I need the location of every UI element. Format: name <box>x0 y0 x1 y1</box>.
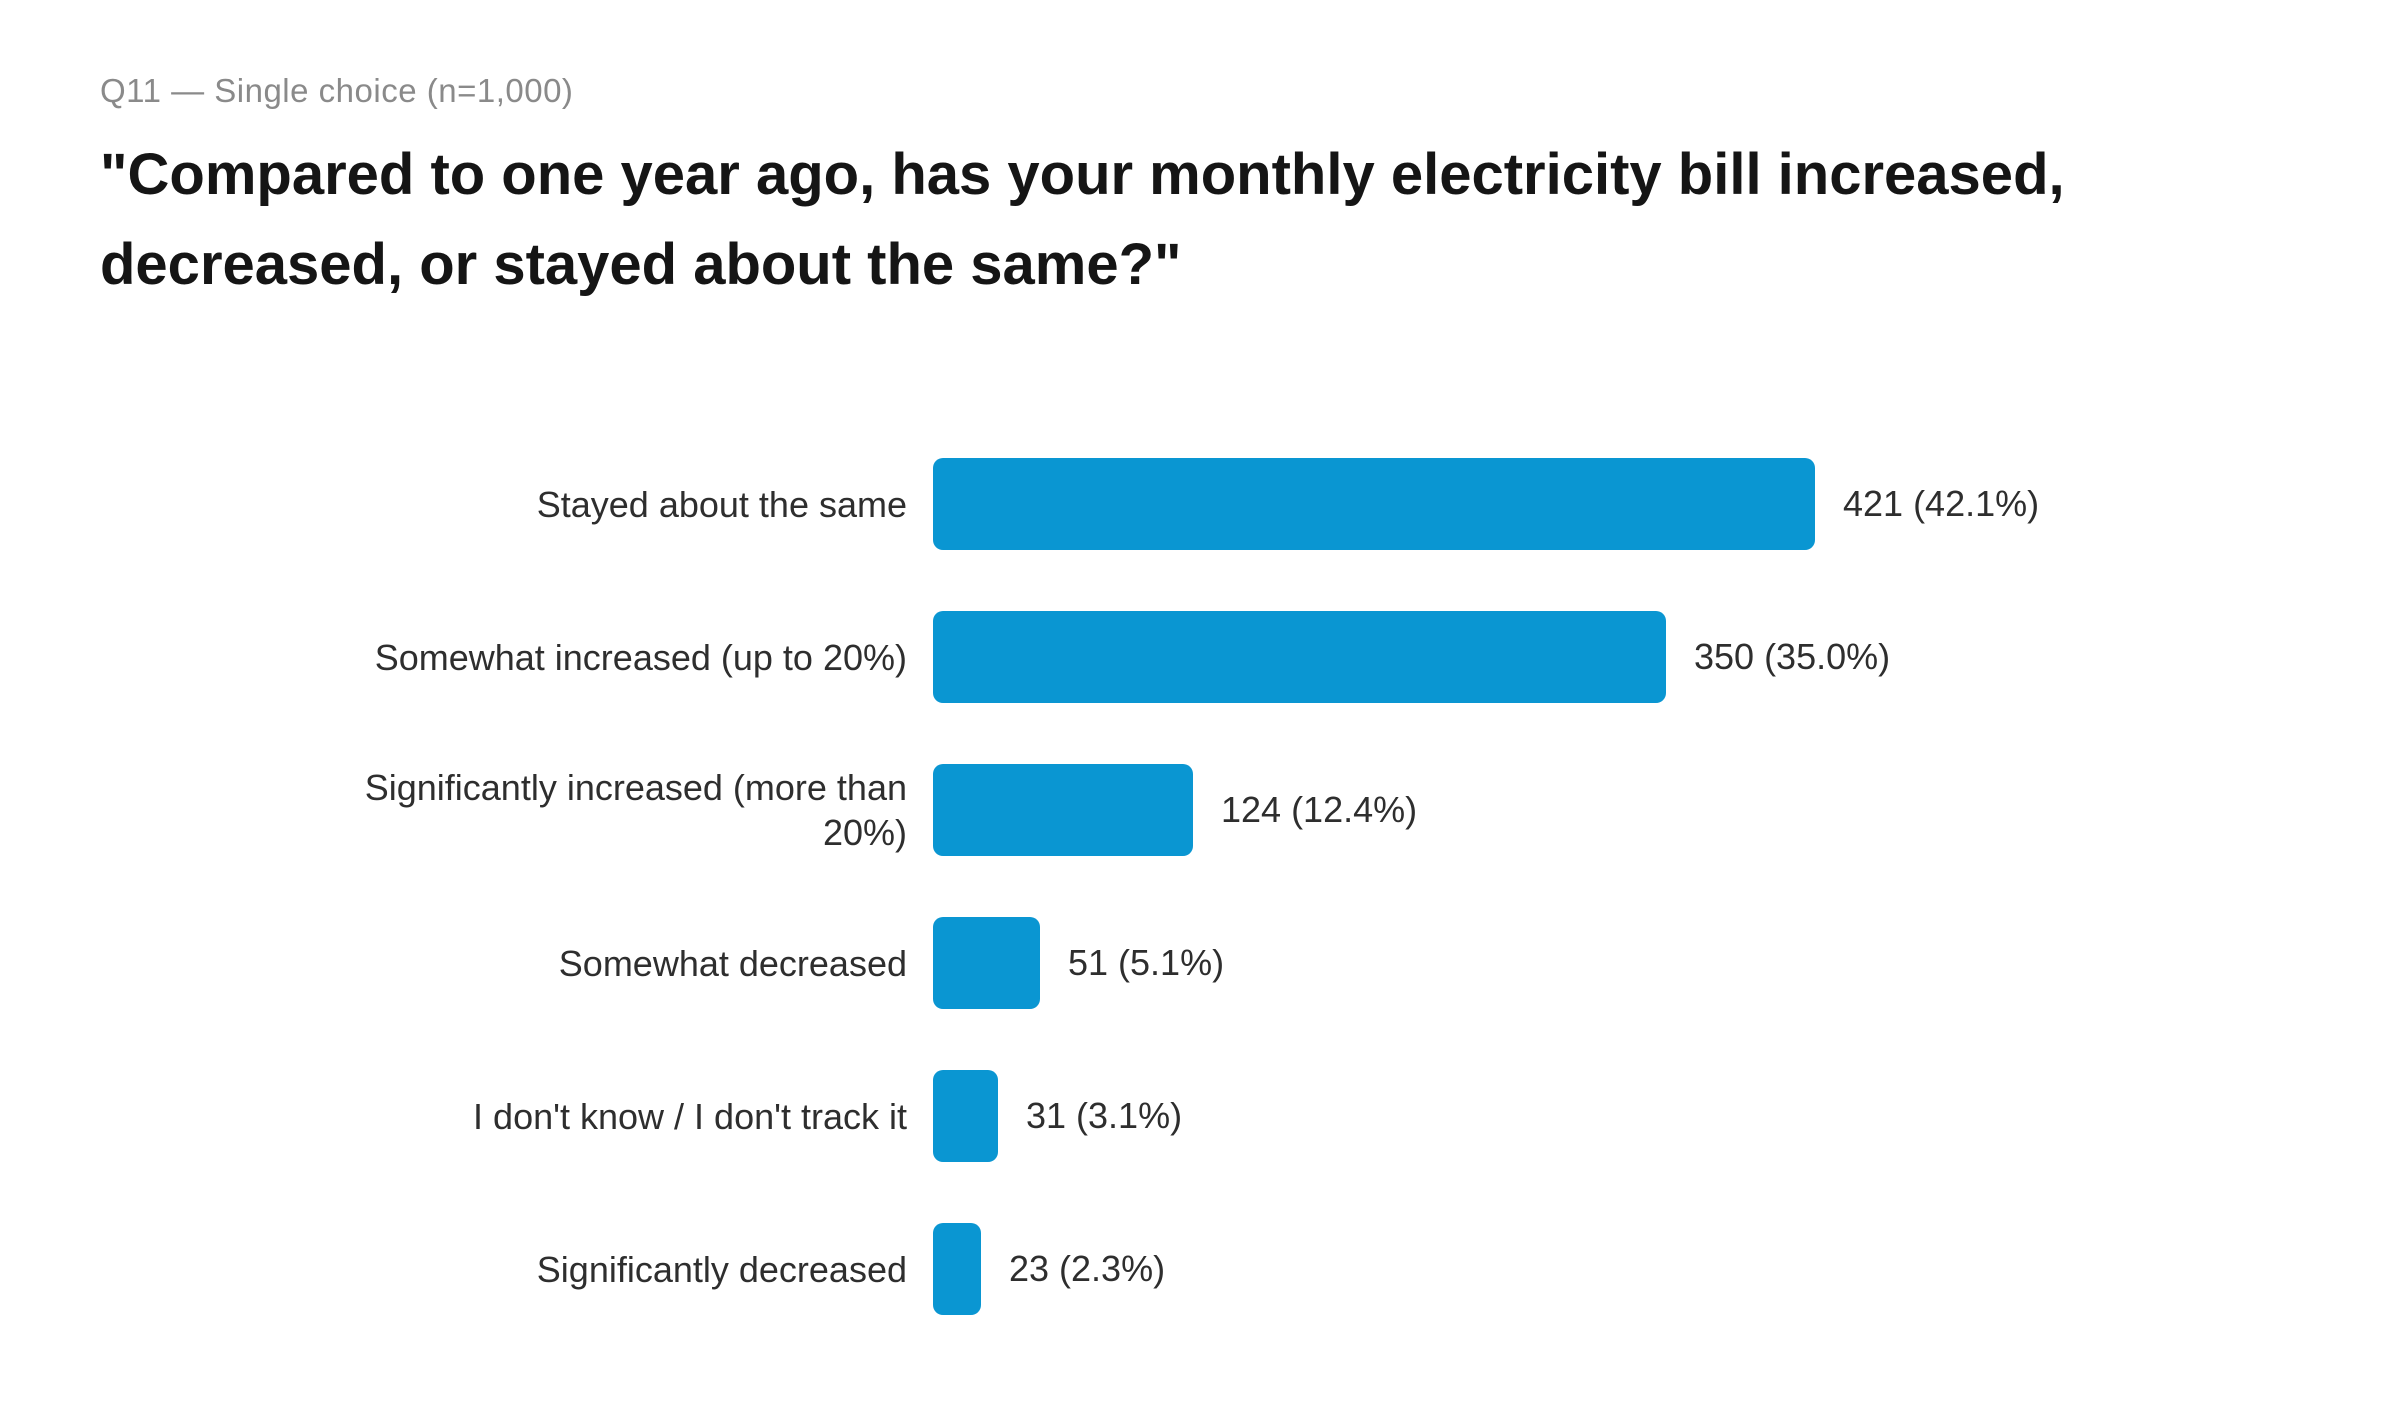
bar-row: Significantly decreased 23 (2.3%) <box>295 1193 2400 1346</box>
bar <box>933 764 1193 857</box>
category-label: Significantly increased (more than 20%) <box>364 767 907 854</box>
bar <box>933 917 1040 1010</box>
bar-row: Significantly increased (more than 20%) … <box>295 734 2400 887</box>
category-label: Stayed about the same <box>536 483 907 525</box>
question-title: "Compared to one year ago, has your mont… <box>100 142 2065 297</box>
value-label: 23 (2.3%) <box>1009 1248 1166 1290</box>
bar <box>933 458 1815 551</box>
bar-row: I don't know / I don't track it 31 (3.1%… <box>295 1040 2400 1193</box>
bar <box>933 1070 998 1163</box>
value-label: 51 (5.1%) <box>1068 942 1225 984</box>
bar-row: Somewhat decreased 51 (5.1%) <box>295 887 2400 1040</box>
value-label: 31 (3.1%) <box>1026 1095 1183 1137</box>
bar-chart: Stayed about the same 421 (42.1%) Somewh… <box>295 428 2400 1346</box>
value-label: 421 (42.1%) <box>1843 483 2040 525</box>
report-page: Q11 — Single choice (n=1,000) "Compared … <box>100 72 2400 1346</box>
value-label: 350 (35.0%) <box>1694 636 1891 678</box>
value-label: 124 (12.4%) <box>1221 789 1418 831</box>
category-label: Somewhat decreased <box>558 942 907 984</box>
bar <box>933 611 1666 704</box>
bar <box>933 1223 981 1316</box>
bar-row: Somewhat increased (up to 20%) 350 (35.0… <box>295 581 2400 734</box>
category-label: Somewhat increased (up to 20%) <box>374 636 907 678</box>
bar-row: Stayed about the same 421 (42.1%) <box>295 428 2400 581</box>
category-label: Significantly decreased <box>536 1248 907 1290</box>
category-label: I don't know / I don't track it <box>473 1095 907 1137</box>
question-meta: Q11 — Single choice (n=1,000) <box>100 72 574 109</box>
